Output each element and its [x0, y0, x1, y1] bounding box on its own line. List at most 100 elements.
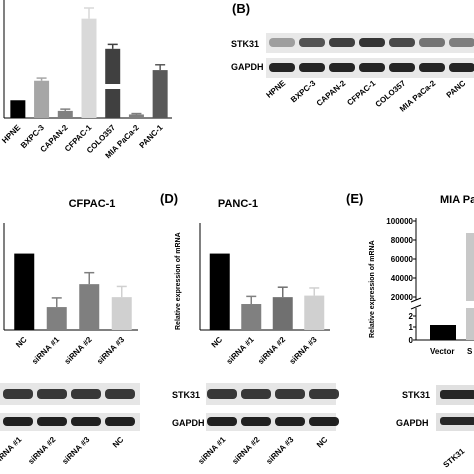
panel-c-lane-label-sirna-1: siRNA #1: [0, 435, 24, 466]
panel-b-band-gapdh-hpne: [269, 63, 295, 72]
panel-c: CFPAC-1 NC siRNA #1 siRNA #2 siRNA #3 siRNA…: [0, 198, 140, 466]
panel-c-title: CFPAC-1: [69, 198, 116, 210]
panel-d-bar-nc: [209, 253, 230, 330]
panel-d-row-stk31: STK31: [172, 390, 200, 400]
panel-e-axis-break-1: [410, 297, 422, 303]
panel-b-band-gapdh-bxpc-3: [299, 63, 325, 72]
panel-c-band-stk31-nc: [105, 389, 135, 399]
panel-e-title: MIA Pa: [440, 194, 474, 206]
panel-d-lane-labels: siRNA #1 siRNA #2 siRNA #3 NC: [196, 435, 329, 466]
panel-a-bar-hpne: [10, 100, 26, 118]
panel-e-row-gapdh: GAPDH: [396, 418, 429, 428]
panel-b-band-stk31-bxpc-3: [299, 38, 325, 47]
panel-b-lane-label-capan-2: CAPAN-2: [315, 78, 348, 108]
panel-c-band-stk31-sirna-1: [3, 389, 33, 399]
panel-b-band-stk31-colo357: [389, 38, 415, 47]
panel-b-band-stk31-hpne: [269, 38, 295, 47]
panel-a-bar-cfpac-1: [81, 18, 97, 119]
panel-e-y-tick-40000: 40000: [391, 274, 414, 283]
panel-c-blot-stk31: [0, 383, 140, 405]
panel-d-x-labels: NC siRNA #1 siRNA #2 siRNA #3: [210, 335, 319, 366]
panel-c-lane-label-sirna-3: siRNA #3: [60, 435, 91, 466]
panel-c-bar-sirna-2: [79, 284, 100, 330]
panel-b-lane-label-panc: PANC: [445, 78, 468, 99]
panel-e-lane-label: STK31: [442, 446, 467, 469]
panel-e-y-label: Relative expression of mRNA: [369, 240, 376, 338]
panel-d-band-stk31-sirna-1: [207, 389, 237, 399]
panel-d-x-label-sirna-2: siRNA #2: [256, 335, 287, 366]
panel-e-y-tick-80000: 80000: [391, 236, 414, 245]
panel-e-band-stk31: [440, 390, 474, 399]
panel-b-row-gapdh: GAPDH: [231, 62, 264, 72]
panel-e-y-tick-1: 1: [409, 323, 414, 332]
panel-c-band-gapdh-sirna-1: [3, 417, 33, 426]
panel-b-bands: [269, 38, 474, 72]
panel-b-lane-label-bxpc-3: BXPC-3: [289, 78, 318, 104]
panel-e-y-tick-100000: 100000: [386, 217, 413, 226]
panel-a-axis-break-colo: [105, 86, 129, 89]
panel-d-x-label-sirna-1: siRNA #1: [225, 335, 256, 366]
panel-d-band-gapdh-sirna-2: [241, 417, 271, 426]
panel-d-letter: (D): [160, 191, 178, 206]
panel-d-bands: [207, 389, 339, 426]
panel-e-row-stk31: STK31: [402, 390, 430, 400]
panel-c-lane-labels: siRNA #1 siRNA #2 siRNA #3 NC: [0, 435, 126, 466]
panel-e-y-tick-2: 2: [409, 312, 414, 321]
panel-d-bars: [209, 253, 325, 330]
panel-e-y-tick-60000: 60000: [391, 255, 414, 264]
panel-c-band-stk31-sirna-2: [37, 389, 67, 399]
panel-c-x-label-sirna-3: siRNA #3: [95, 335, 126, 366]
panel-e-bar-s-lower: [466, 308, 474, 340]
panel-d-bar-sirna-3: [304, 295, 325, 330]
panel-d-bar-sirna-2: [272, 297, 293, 330]
panel-c-lane-label-sirna-2: siRNA #2: [26, 435, 57, 466]
panel-d-band-stk31-sirna-3: [275, 389, 305, 399]
panel-b-band-stk31-cfpac-1: [359, 38, 385, 47]
panel-c-bar-nc: [14, 253, 35, 330]
panel-c-x-labels: NC siRNA #1 siRNA #2 siRNA #3: [14, 335, 126, 366]
panel-e-axis-break-2: [410, 304, 422, 310]
panel-d-lane-label-sirna-1: siRNA #1: [196, 435, 227, 466]
panel-c-band-gapdh-sirna-3: [71, 417, 101, 426]
panel-e-y-tick-20000: 20000: [391, 293, 414, 302]
panel-e-bar-vector: [430, 325, 456, 340]
panel-c-band-stk31-sirna-3: [71, 389, 101, 399]
panel-e-x-label-vector: Vector: [430, 347, 454, 356]
panel-b-row-stk31: STK31: [231, 39, 259, 49]
panel-a-x-label-hpne: HPNE: [0, 123, 23, 146]
panel-b: (B) STK31 GAPDH HPNE BXPC-3CAPAN-2CFPAC-1…: [231, 1, 474, 114]
panel-c-x-label-sirna-2: siRNA #2: [63, 335, 94, 366]
panel-d-bar-sirna-1: [241, 304, 262, 330]
panel-d-title: PANC-1: [218, 198, 258, 210]
panel-d-lane-label-sirna-2: siRNA #2: [230, 435, 261, 466]
panel-e-bar-s-upper: [466, 233, 474, 301]
panel-d-lane-label-sirna-3: siRNA #3: [264, 435, 295, 466]
panel-b-band-gapdh-colo357: [389, 63, 415, 72]
panel-b-band-stk31-panc: [449, 38, 474, 47]
panel-b-letter: (B): [232, 1, 250, 16]
panel-d: (D) PANC-1 Relative expression of mRNA N…: [160, 191, 339, 466]
panel-e-band-gapdh: [440, 417, 474, 425]
panel-c-blot-gapdh: [0, 413, 140, 431]
panel-d-row-gapdh: GAPDH: [172, 418, 205, 428]
panel-a-bar-bxpc-3: [34, 80, 50, 118]
panel-d-x-label-nc: NC: [210, 335, 225, 350]
panel-d-x-label-sirna-3: siRNA #3: [288, 335, 319, 366]
panel-c-x-label-sirna-1: siRNA #1: [30, 335, 61, 366]
panel-b-lane-label-cfpac-1: CFPAC-1: [345, 78, 377, 107]
panel-c-bands: [3, 389, 135, 426]
panel-a-bars: [10, 7, 168, 119]
panel-c-bars: [14, 253, 132, 330]
panel-d-lane-label-nc: NC: [315, 435, 330, 450]
panel-c-x-label-nc: NC: [14, 335, 29, 350]
panel-a-bar-capan-2: [57, 110, 73, 118]
panel-c-lane-label-nc: NC: [111, 435, 126, 450]
panel-b-band-gapdh-capan-2: [329, 63, 355, 72]
panel-b-band-gapdh-panc: [449, 63, 474, 72]
panel-d-y-label: Relative expression of mRNA: [175, 232, 182, 330]
panel-c-band-gapdh-nc: [105, 417, 135, 426]
